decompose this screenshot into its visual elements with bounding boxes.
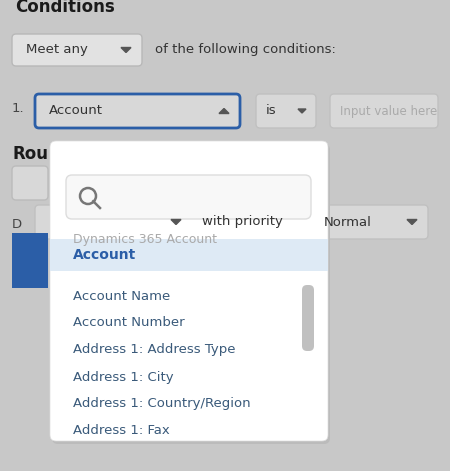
Text: Address 1: Fax: Address 1: Fax xyxy=(73,424,170,438)
FancyBboxPatch shape xyxy=(310,205,428,239)
Text: Normal: Normal xyxy=(324,216,372,228)
Text: Input value here: Input value here xyxy=(340,105,437,117)
Bar xyxy=(12,233,48,288)
Text: Address 1: Country/Region: Address 1: Country/Region xyxy=(73,398,251,411)
Text: is: is xyxy=(266,105,277,117)
FancyBboxPatch shape xyxy=(52,144,330,444)
FancyBboxPatch shape xyxy=(302,285,314,351)
FancyBboxPatch shape xyxy=(35,94,240,128)
Text: Dynamics 365 Account: Dynamics 365 Account xyxy=(73,233,217,245)
FancyBboxPatch shape xyxy=(256,94,316,128)
Polygon shape xyxy=(298,109,306,113)
Text: Meet any: Meet any xyxy=(26,43,88,57)
Polygon shape xyxy=(121,48,131,52)
Text: Account Number: Account Number xyxy=(73,317,184,330)
Polygon shape xyxy=(407,219,417,225)
Text: 1.: 1. xyxy=(12,103,25,115)
Text: with priority: with priority xyxy=(202,216,283,228)
Text: Account: Account xyxy=(73,248,136,262)
FancyBboxPatch shape xyxy=(12,166,48,200)
Text: Account: Account xyxy=(49,105,103,117)
FancyBboxPatch shape xyxy=(35,205,190,239)
FancyBboxPatch shape xyxy=(330,94,438,128)
Text: Address 1: City: Address 1: City xyxy=(73,371,174,383)
Text: Rou: Rou xyxy=(12,145,48,163)
Text: Account Name: Account Name xyxy=(73,290,170,302)
Polygon shape xyxy=(219,108,229,114)
Text: Address 1: Address Type: Address 1: Address Type xyxy=(73,343,235,357)
Polygon shape xyxy=(171,219,181,225)
FancyBboxPatch shape xyxy=(66,175,311,219)
Text: Conditions: Conditions xyxy=(15,0,115,16)
FancyBboxPatch shape xyxy=(50,141,328,441)
Bar xyxy=(50,239,328,271)
Text: of the following conditions:: of the following conditions: xyxy=(155,43,336,57)
Text: D: D xyxy=(12,218,22,230)
FancyBboxPatch shape xyxy=(12,34,142,66)
